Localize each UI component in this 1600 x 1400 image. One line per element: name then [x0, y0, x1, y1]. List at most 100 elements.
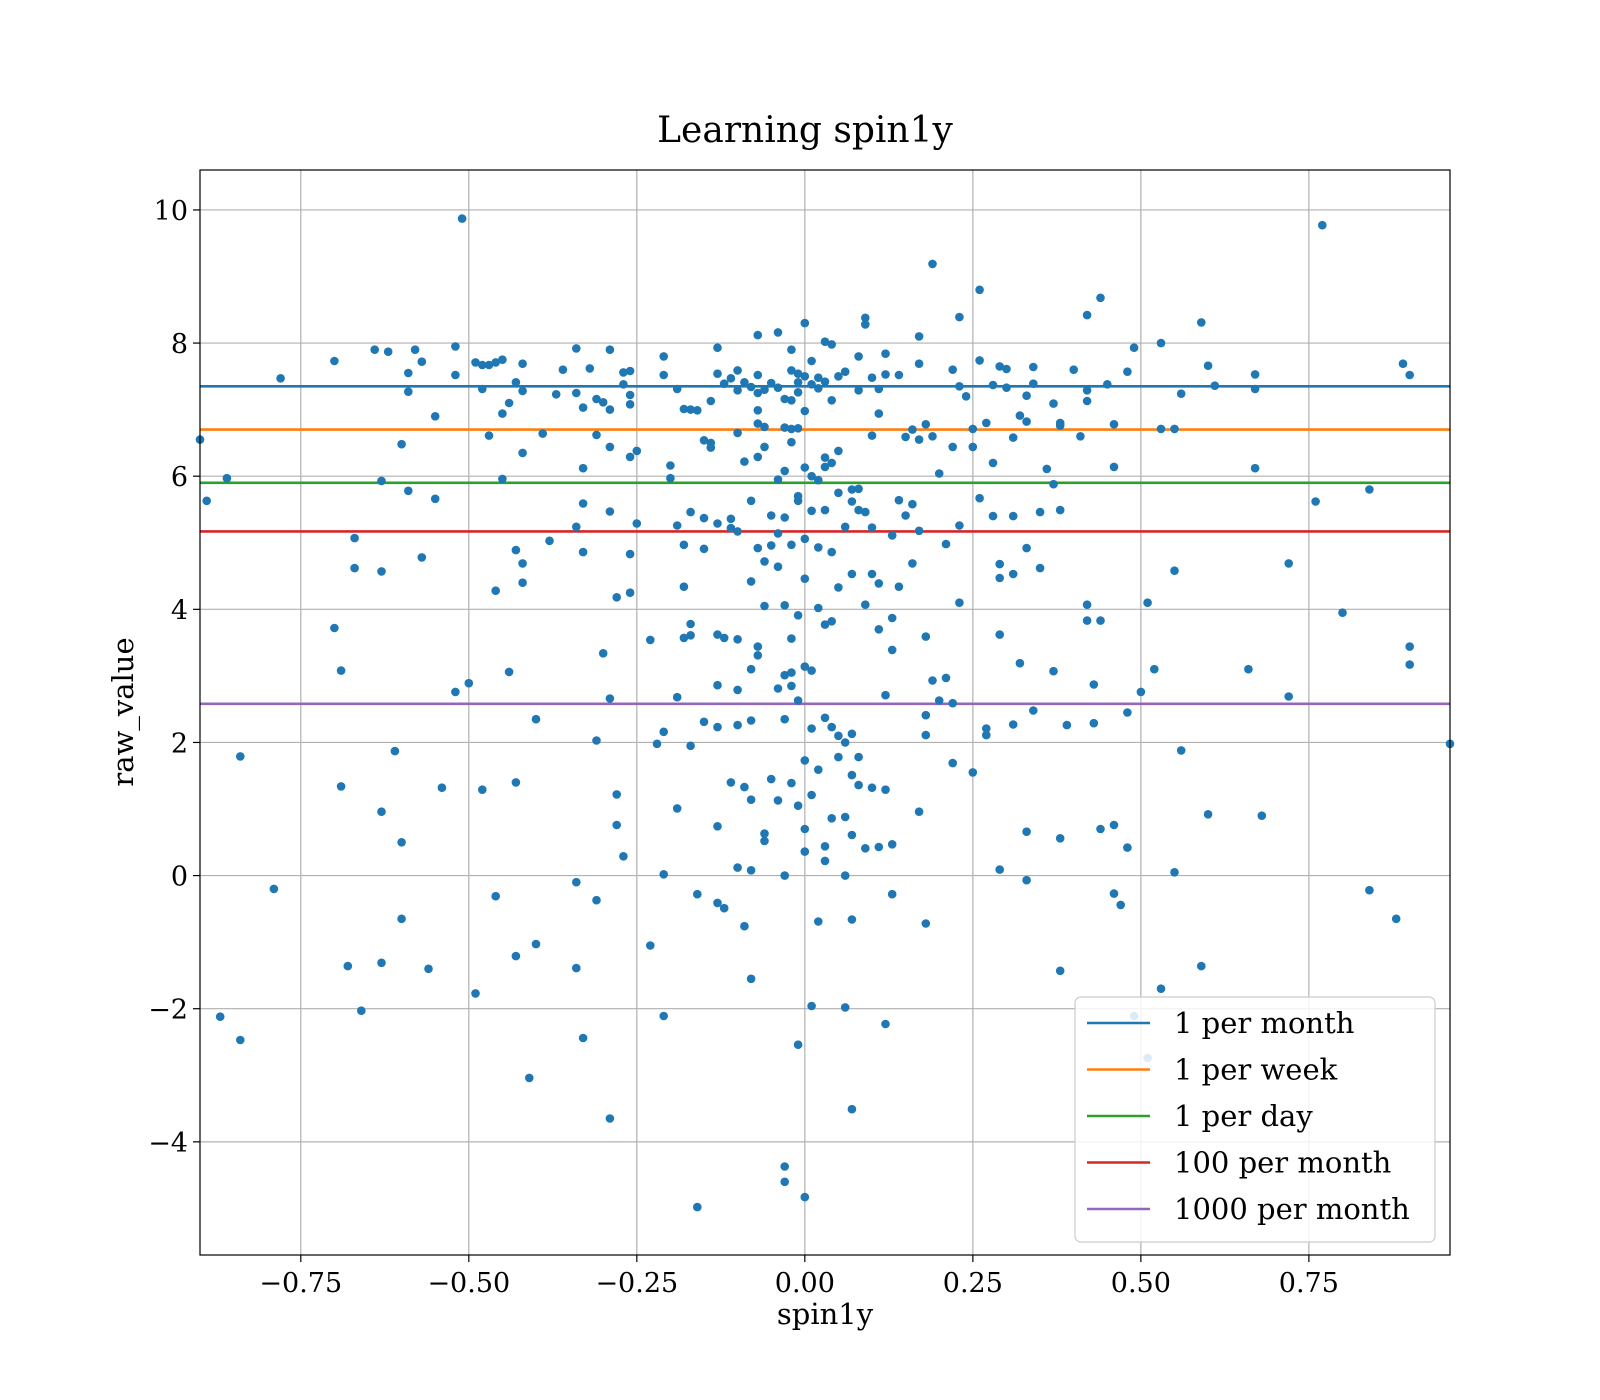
data-point	[840, 1003, 850, 1012]
data-point	[814, 917, 823, 926]
data-point	[820, 842, 830, 851]
data-point	[800, 318, 810, 328]
data-point	[545, 536, 554, 546]
data-point	[1136, 687, 1146, 697]
data-point	[578, 547, 588, 557]
data-point	[1049, 479, 1058, 489]
data-point	[733, 685, 742, 695]
data-point	[766, 541, 776, 550]
data-point	[404, 368, 413, 378]
data-point	[404, 486, 413, 496]
data-point	[861, 600, 870, 609]
data-point	[484, 431, 494, 440]
data-point	[330, 623, 339, 633]
data-point	[370, 345, 380, 355]
data-point	[733, 366, 742, 375]
data-point	[800, 372, 810, 381]
data-point	[780, 714, 789, 724]
plot-frame	[199, 169, 1451, 1256]
data-point	[834, 731, 843, 741]
x-tick-label: −0.75	[259, 1268, 342, 1299]
data-point	[1096, 293, 1105, 303]
data-point	[377, 567, 386, 576]
data-point	[787, 681, 796, 691]
data-point	[1082, 616, 1092, 625]
data-point	[766, 774, 776, 784]
data-point	[820, 713, 830, 723]
data-point	[800, 463, 810, 472]
data-point	[1123, 843, 1132, 852]
data-point	[773, 328, 783, 337]
data-point	[847, 729, 857, 739]
data-point	[827, 547, 836, 557]
data-point	[840, 871, 850, 880]
data-point	[793, 1040, 803, 1049]
data-point	[1022, 827, 1031, 836]
data-point	[1311, 497, 1320, 506]
data-point	[995, 865, 1004, 874]
data-point	[686, 619, 695, 629]
data-point	[726, 523, 736, 533]
data-point	[417, 357, 427, 367]
data-point	[1029, 706, 1038, 715]
data-point	[1176, 389, 1186, 399]
data-point	[1338, 608, 1347, 617]
data-point	[840, 812, 850, 822]
data-point	[867, 523, 877, 532]
data-point	[874, 384, 884, 394]
data-point	[498, 474, 507, 484]
data-point	[1203, 810, 1213, 819]
data-point	[827, 722, 836, 732]
data-point	[612, 820, 621, 830]
data-point	[921, 632, 931, 641]
data-point	[753, 370, 763, 380]
data-point	[847, 830, 857, 840]
data-point	[787, 634, 796, 643]
data-point	[814, 603, 823, 613]
data-point	[1049, 666, 1058, 676]
data-point	[908, 559, 917, 568]
data-point	[914, 332, 924, 341]
data-point	[713, 343, 722, 353]
data-point	[733, 527, 742, 536]
data-point	[1082, 600, 1092, 609]
data-point	[1176, 746, 1186, 755]
data-point	[827, 340, 836, 349]
data-point	[934, 696, 944, 705]
data-point	[1008, 433, 1018, 442]
data-point	[1082, 310, 1092, 320]
data-point	[941, 673, 951, 683]
data-point	[753, 651, 763, 660]
y-tick-label: 8	[171, 329, 188, 360]
data-point	[982, 418, 991, 428]
data-point	[1109, 462, 1119, 472]
data-point	[350, 563, 359, 573]
data-point	[988, 458, 998, 468]
data-point	[787, 540, 796, 550]
data-point	[1365, 485, 1374, 494]
data-point	[787, 345, 796, 355]
data-point	[672, 521, 682, 530]
data-point	[746, 664, 756, 674]
data-point	[968, 424, 978, 434]
data-point	[592, 394, 601, 404]
data-point	[820, 377, 830, 387]
data-point	[1170, 424, 1179, 434]
data-point	[572, 877, 581, 887]
data-point	[1055, 834, 1065, 843]
data-point	[800, 406, 810, 416]
data-point	[1008, 511, 1018, 521]
y-tick-label: 0	[171, 862, 188, 893]
data-point	[1170, 566, 1179, 575]
data-point	[1170, 868, 1179, 877]
data-point	[1022, 417, 1031, 426]
data-point	[377, 958, 386, 968]
data-point	[914, 435, 924, 444]
data-point	[773, 529, 783, 538]
data-point	[713, 680, 722, 690]
data-point	[578, 1033, 588, 1043]
data-point	[672, 804, 682, 813]
scatter-points	[195, 214, 1455, 1212]
data-point	[1398, 359, 1408, 369]
data-point	[471, 358, 480, 367]
